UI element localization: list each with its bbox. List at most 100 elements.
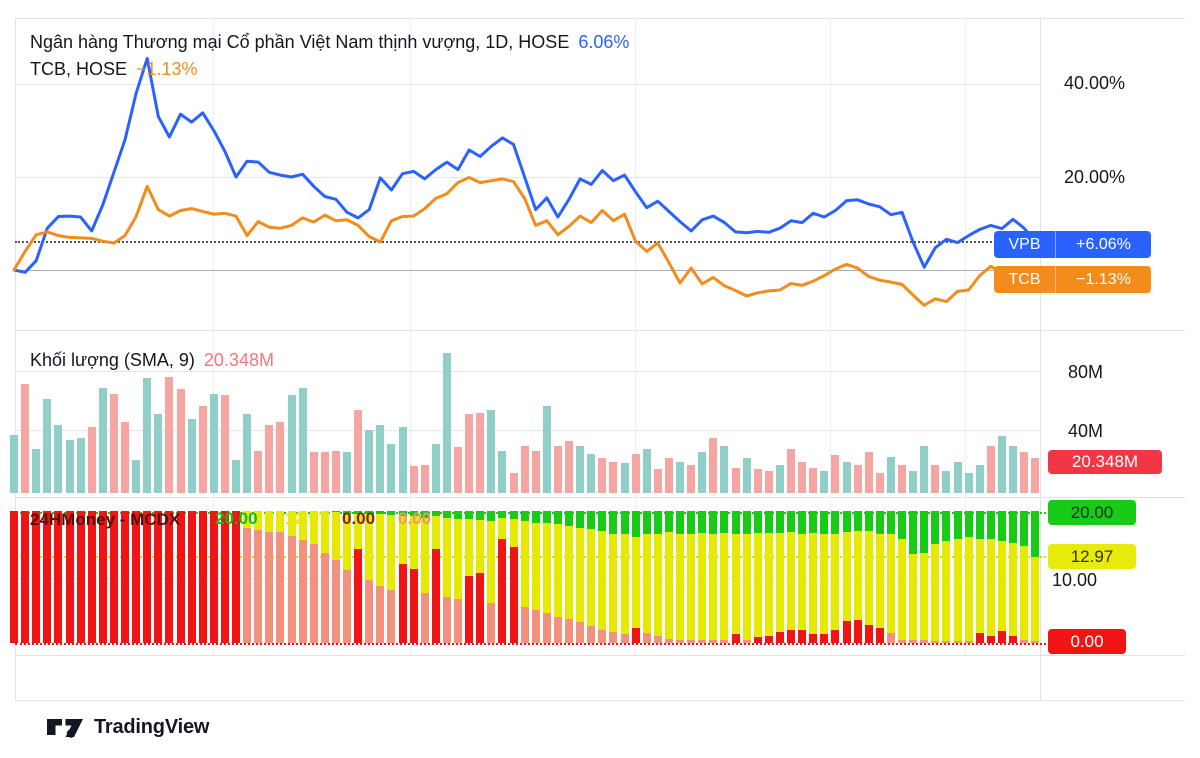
mcdx-bar (631, 511, 640, 643)
volume-bar (642, 448, 651, 493)
volume-bar (598, 458, 607, 493)
price-axis-20[interactable]: 20.00% (1064, 167, 1126, 187)
price-lines-svg[interactable] (12, 18, 1040, 330)
volume-bar (942, 470, 951, 493)
volume-bar (10, 434, 18, 493)
mcdx-bar (320, 511, 329, 643)
vpb-price-badge: VPB +6.06% (994, 231, 1151, 258)
mcdx-bar (587, 511, 596, 643)
mcdx-bar (609, 511, 618, 643)
volume-bar (709, 437, 718, 493)
mcdx-value-hotmoney: 12.97 (285, 509, 328, 528)
mcdx-bar (798, 511, 807, 643)
mcdx-bar (487, 511, 496, 643)
volume-bar (143, 378, 152, 493)
tradingview-logo-icon (46, 713, 84, 741)
mcdx-bar (509, 511, 518, 643)
mcdx-bar (220, 511, 229, 643)
mcdx-bar (409, 511, 418, 643)
volume-bar (687, 464, 696, 493)
mcdx-bar (642, 511, 651, 643)
volume-panel[interactable] (10, 330, 1040, 497)
volume-bar (65, 439, 74, 493)
volume-title: Khối lượng (SMA, 9) (30, 350, 195, 370)
mcdx-badge-12-97: 12.97 (1048, 544, 1136, 569)
zero-line (15, 270, 1040, 271)
mcdx-bar (176, 511, 185, 643)
volume-bar (165, 376, 174, 493)
mcdx-guide-0 (15, 643, 1046, 645)
mcdx-bar (10, 511, 18, 643)
mcdx-bar (975, 511, 984, 643)
mcdx-bar (565, 511, 573, 643)
time-axis[interactable]: Tháng 9 Tháng 10 Tháng 11 Tháng Mười hai… (0, 655, 1200, 700)
volume-bar (21, 384, 30, 493)
gridline-dec19 (965, 18, 966, 655)
compare-legend-row[interactable]: TCB, HOSE −1.13% (30, 58, 198, 80)
gridline-thang11 (635, 18, 636, 655)
time-axis-separator (15, 655, 1185, 656)
volume-bar (920, 445, 929, 494)
volume-bar (531, 450, 540, 493)
mcdx-bar (132, 511, 141, 643)
mcdx-bar (87, 511, 96, 643)
gridline-80m (15, 371, 1040, 372)
volume-axis-40m[interactable]: 40M (1068, 421, 1104, 441)
mcdx-bar (431, 511, 440, 643)
tcb-line[interactable] (12, 176, 1037, 307)
mcdx-bar (753, 511, 762, 643)
tcb-price-badge: TCB −1.13% (994, 266, 1151, 293)
price-volume-separator[interactable] (15, 330, 1185, 331)
volume-bar (365, 430, 374, 493)
volume-bar (520, 445, 529, 494)
price-panel[interactable] (12, 18, 1040, 330)
mcdx-bar (831, 511, 840, 643)
volume-bar (98, 387, 107, 493)
mcdx-bar (232, 511, 240, 643)
volume-bar (254, 450, 263, 493)
mcdx-bar (32, 511, 41, 643)
volume-bar (609, 461, 618, 493)
volume-bar (243, 414, 252, 494)
volume-bar (487, 409, 496, 493)
mcdx-bar (898, 511, 906, 643)
volume-bar (576, 445, 585, 494)
volume-axis-80m[interactable]: 80M (1068, 362, 1104, 382)
price-axis-40[interactable]: 40.00% (1064, 73, 1126, 93)
mcdx-panel[interactable] (10, 497, 1046, 655)
mcdx-guide-12-97 (15, 556, 1046, 558)
mcdx-bar (620, 511, 629, 643)
volume-bar (121, 422, 129, 493)
mcdx-legend-row[interactable]: 24HMoney - MCDX (30, 509, 180, 531)
mcdx-bar (676, 511, 684, 643)
volume-bar (409, 466, 418, 493)
vpb-line[interactable] (12, 56, 1037, 274)
mcdx-badge-0: 0.00 (1048, 629, 1126, 654)
mcdx-bar (343, 511, 351, 643)
symbol-legend-row[interactable]: Ngân hàng Thương mại Cổ phần Việt Nam th… (30, 31, 629, 53)
volume-bar (742, 458, 751, 493)
volume-bar (376, 425, 385, 493)
mcdx-bar (498, 511, 507, 643)
volume-sma-badge: 20.348M (1048, 450, 1162, 474)
mcdx-bar (1020, 511, 1029, 643)
volume-mcdx-separator[interactable] (15, 497, 1185, 498)
volume-legend-row[interactable]: Khối lượng (SMA, 9) 20.348M (30, 349, 274, 371)
volume-bar (953, 461, 962, 493)
volume-bar (387, 444, 396, 493)
symbol-change-value: 6.06% (578, 32, 630, 52)
mcdx-value-retail: 20.00 (215, 509, 258, 528)
volume-bar (542, 406, 551, 493)
volume-bar (553, 445, 562, 494)
right-axis-border[interactable] (1040, 18, 1041, 700)
tradingview-attribution[interactable]: TradingView (46, 713, 209, 741)
mcdx-value-banker-weak: 0.00 (398, 509, 432, 528)
volume-bar (76, 437, 85, 493)
volume-bar (132, 459, 141, 493)
mcdx-bar (809, 511, 818, 643)
volume-bar (787, 448, 795, 493)
volume-bar (1009, 445, 1017, 494)
mcdx-axis-10[interactable]: 10.00 (1052, 570, 1098, 590)
tcb-badge-value: −1.13% (1076, 270, 1131, 288)
volume-bar (476, 412, 485, 493)
